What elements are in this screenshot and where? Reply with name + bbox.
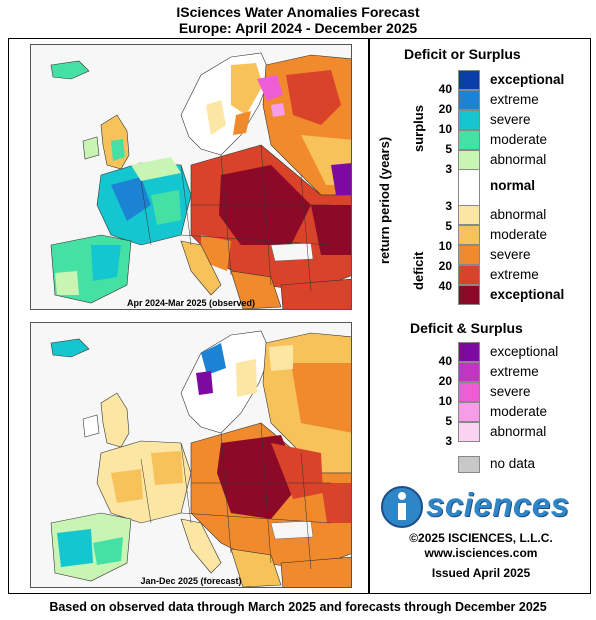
legend-deficit-surplus-heading: Deficit or Surplus [404, 46, 521, 62]
legend-ds-return-period: 5 [445, 219, 452, 233]
legend-both-return-period: 3 [445, 434, 452, 448]
legend-ds-return-period: 40 [438, 279, 452, 293]
map-forecast-caption: Jan-Dec 2025 (forecast) [140, 576, 242, 586]
legend-both-swatch [458, 402, 480, 422]
legend-ds-return-period: 10 [438, 239, 452, 253]
legend-both-label: exceptional [490, 344, 559, 359]
legend-both-swatch [458, 342, 480, 362]
legend-both-return-period: 5 [445, 414, 452, 428]
legend-ds-swatch [458, 70, 480, 90]
legend-ds-swatch [458, 90, 480, 110]
legend-both-swatch [458, 382, 480, 402]
legend-ds-swatch [458, 285, 480, 305]
legend-ds-swatch [458, 265, 480, 285]
legend-ds-label: severe [490, 247, 531, 262]
legend-ds-swatch [458, 225, 480, 245]
legend-axis-label: return period (years) [377, 136, 392, 264]
legend-ds-return-period: 20 [438, 259, 452, 273]
title-line-2: Europe: April 2024 - December 2025 [178, 20, 418, 36]
legend-both-swatch [458, 422, 480, 442]
page-title: ISciences Water Anomalies Forecast Europ… [0, 4, 596, 36]
footer-note: Based on observed data through March 202… [49, 600, 547, 614]
legend-ds-swatch [458, 130, 480, 150]
legend-both-label: moderate [490, 404, 548, 419]
legend-ds-label: moderate [490, 227, 548, 242]
legend-ds-return-period: 20 [438, 102, 452, 116]
legend-ds-label: normal [490, 178, 536, 193]
legend-ds-return-period: 5 [445, 142, 452, 156]
legend-ds-return-period: 10 [438, 122, 452, 136]
legend-ds-swatch [458, 170, 480, 205]
legend-both-label: extreme [490, 364, 539, 379]
legend-deficit-label: deficit [411, 251, 426, 290]
issued-date: Issued April 2025 [431, 566, 531, 580]
legend-both-swatch [458, 362, 480, 382]
logo-word: sciences [426, 486, 570, 523]
legend-ds-swatch [458, 110, 480, 130]
map-observed-caption: Apr 2024-Mar 2025 (observed) [126, 298, 256, 308]
legend-surplus-label: surplus [411, 105, 426, 152]
isciences-logo: i sciences [378, 484, 584, 530]
map-observed: Apr 2024-Mar 2025 (observed) [30, 44, 352, 310]
copyright: ©2025 ISCIENCES, L.L.C. [409, 531, 553, 545]
legend-both-label: severe [490, 384, 531, 399]
website: www.isciences.com [424, 546, 538, 560]
legend-both-return-period: 40 [438, 354, 452, 368]
legend-ds-label: abnormal [490, 207, 547, 222]
title-line-1: ISciences Water Anomalies Forecast [176, 4, 420, 20]
legend-ds-return-period: 3 [445, 162, 452, 176]
legend-ds-label: exceptional [490, 72, 565, 87]
figure-frame [8, 38, 591, 594]
frame-divider [368, 38, 370, 594]
legend-no-data-label: no data [490, 456, 536, 471]
legend-both-return-period: 20 [438, 374, 452, 388]
legend-no-data-swatch [458, 456, 480, 473]
legend-ds-label: extreme [490, 267, 539, 282]
logo-globe-icon [381, 486, 423, 528]
legend-both-return-period: 10 [438, 394, 452, 408]
legend-ds-label: moderate [490, 132, 548, 147]
legend-ds-label: abnormal [490, 152, 547, 167]
legend-ds-label: exceptional [490, 287, 565, 302]
legend-both-heading: Deficit & Surplus [410, 320, 523, 336]
legend-ds-label: severe [490, 112, 531, 127]
map-forecast: Jan-Dec 2025 (forecast) [30, 322, 352, 588]
legend-ds-return-period: 40 [438, 82, 452, 96]
legend-ds-return-period: 3 [445, 199, 452, 213]
legend-ds-swatch [458, 150, 480, 170]
legend-ds-label: extreme [490, 92, 539, 107]
legend-ds-swatch [458, 245, 480, 265]
map-observed-svg [31, 45, 351, 309]
legend-ds-swatch [458, 205, 480, 225]
legend-both-label: abnormal [490, 424, 547, 439]
map-forecast-svg [31, 323, 351, 587]
